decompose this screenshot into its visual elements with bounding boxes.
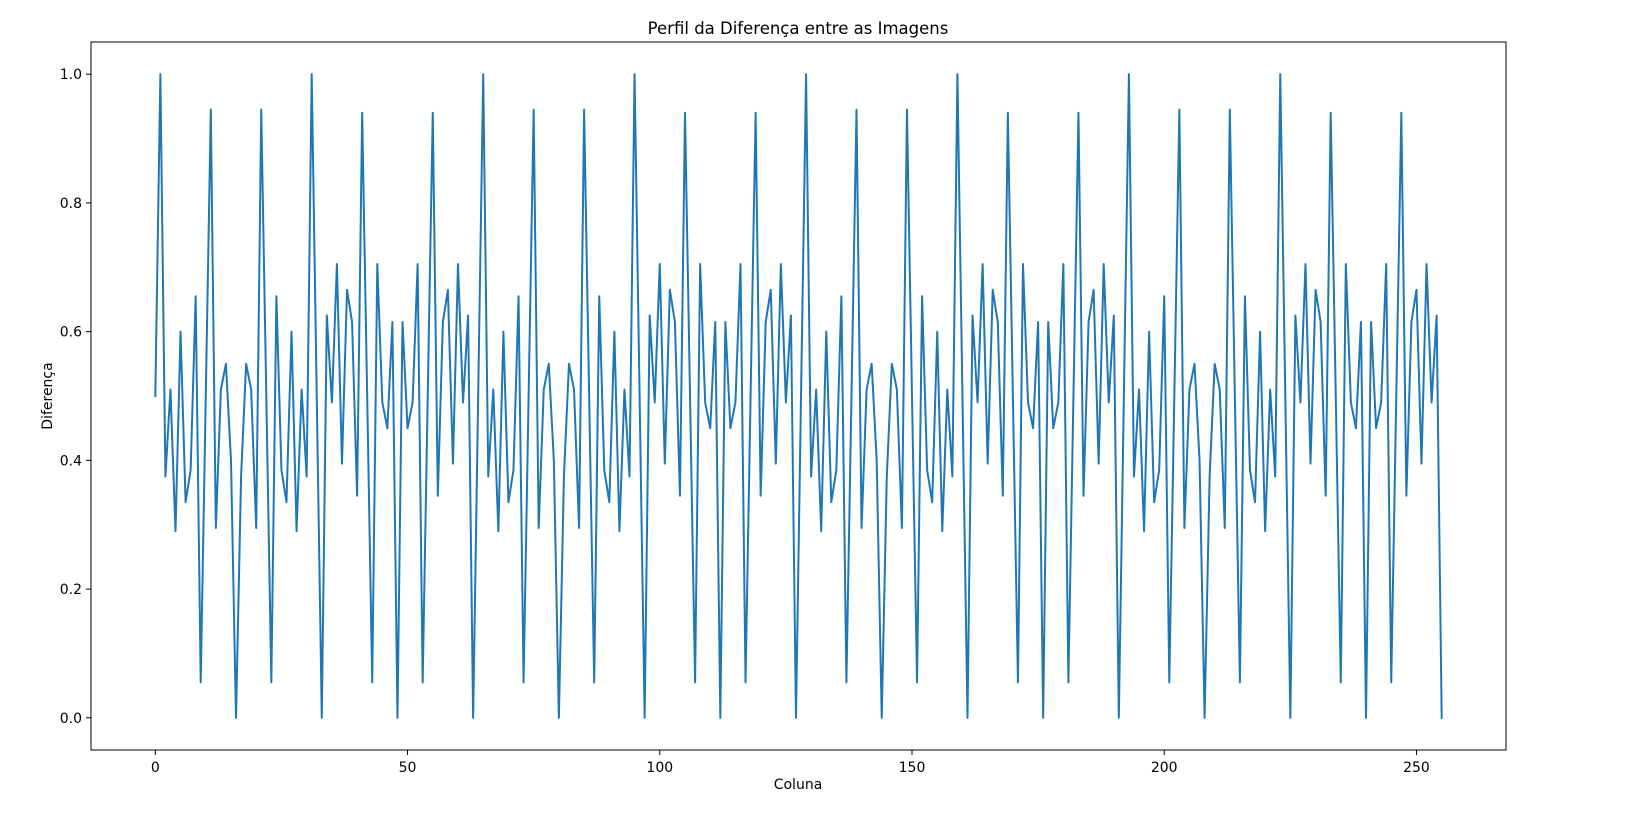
y-axis: 0.0 0.2 0.4 0.6 0.8 1.0 [60, 67, 91, 727]
chart-title: Perfil da Diferença entre as Imagens [648, 19, 949, 38]
x-axis: 0 50 100 150 200 250 [151, 750, 1430, 776]
x-tick-label: 150 [899, 760, 926, 776]
x-tick-label: 100 [646, 760, 673, 776]
x-axis-label: Coluna [774, 777, 823, 793]
y-tick-label: 1.0 [60, 67, 82, 83]
y-tick-label: 0.6 [60, 325, 82, 341]
series-layer [154, 73, 1443, 719]
x-tick-label: 250 [1403, 760, 1430, 776]
y-tick-label: 0.4 [60, 453, 82, 469]
y-tick-label: 0.8 [60, 196, 82, 212]
x-tick-label: 0 [151, 760, 160, 776]
y-tick-label: 0.0 [60, 711, 82, 727]
x-tick-label: 200 [1151, 760, 1178, 776]
plot-area-frame [90, 41, 1507, 751]
y-tick-label: 0.2 [60, 582, 82, 598]
series-line [154, 73, 1443, 719]
y-axis-label: Diferença [40, 362, 56, 429]
x-tick-label: 50 [399, 760, 417, 776]
